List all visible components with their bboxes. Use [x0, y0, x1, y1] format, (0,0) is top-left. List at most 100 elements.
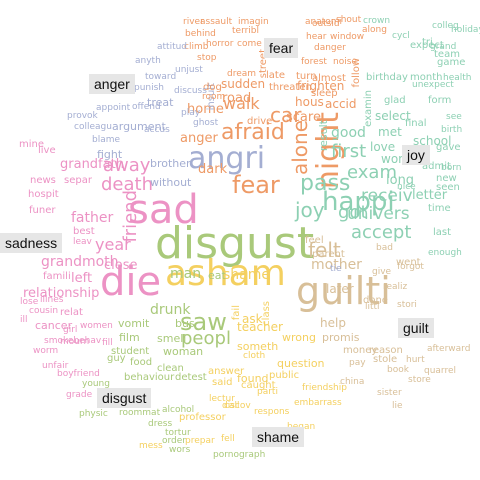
word-fail: fail	[231, 305, 242, 321]
word-fill: fill	[102, 338, 113, 348]
word-nice: nice	[397, 182, 416, 192]
word-dress: dress	[148, 419, 173, 429]
word-stori: stori	[397, 300, 417, 310]
word-glad: glad	[384, 95, 406, 106]
word-new: new	[436, 173, 457, 184]
word-gave: gave	[436, 142, 461, 153]
word-select: select	[375, 109, 411, 123]
word-wors: wors	[169, 445, 191, 455]
word-enough: enough	[428, 248, 462, 258]
word-holiday: holiday	[451, 25, 480, 35]
label-sadness: sadness	[0, 233, 63, 253]
word-quarrel: quarrel	[424, 366, 457, 376]
word-vomit: vomit	[118, 317, 150, 330]
word-worm: worm	[33, 346, 59, 356]
word-met: met	[378, 125, 402, 139]
word-smell: smell	[157, 332, 187, 345]
word-fell: fell	[221, 434, 235, 444]
word-girl: girl	[63, 325, 78, 335]
word-pornograph: pornograph	[213, 450, 266, 460]
word-happi: happi	[322, 187, 395, 217]
label-disgust: disgust	[97, 388, 152, 408]
word-drunk: drunk	[150, 302, 191, 318]
word-leav: leav	[73, 237, 92, 247]
word-cousin: cousin	[29, 306, 59, 316]
word-good: good	[331, 125, 366, 141]
word-help: help	[320, 316, 346, 330]
label-fear: fear	[264, 38, 299, 58]
word-crown: crown	[363, 16, 391, 26]
word-alcohol: alcohol	[162, 405, 195, 415]
word-said: said	[212, 377, 233, 388]
word-found: found	[237, 372, 269, 385]
word-unfair: unfair	[42, 361, 69, 371]
word-colleg: colleg	[432, 21, 459, 31]
word-sudden: sudden	[221, 77, 266, 91]
word-birthday: birthday	[366, 72, 408, 83]
word-guilti: guilti	[296, 269, 391, 313]
word-health: health	[443, 73, 472, 83]
word-treat: treat	[147, 96, 174, 109]
word-lectur: lectur	[209, 394, 235, 404]
word-tri: tri	[422, 37, 433, 48]
word-clean: clean	[157, 363, 184, 374]
word-close: close	[104, 258, 138, 273]
word-form: form	[428, 95, 452, 106]
word-food: food	[130, 357, 153, 368]
word-river: river	[183, 17, 204, 27]
word-cycl: cycl	[392, 31, 410, 41]
label-anger: anger	[89, 74, 135, 94]
word-die: die	[100, 259, 162, 305]
word-stop: stop	[197, 53, 217, 63]
word-offend: offend	[132, 102, 161, 112]
word-wrong: wrong	[282, 331, 316, 344]
word-grade: grade	[66, 390, 93, 400]
word-mother: mother	[311, 257, 362, 273]
word-team: team	[434, 49, 460, 60]
word-noise: noise	[333, 57, 357, 67]
word-late: late	[266, 70, 285, 81]
word-angri: angri	[188, 141, 266, 176]
word-young: young	[82, 379, 110, 389]
word-exam: exam	[347, 162, 397, 183]
word-year: year	[95, 235, 131, 254]
word-univers: univers	[347, 204, 410, 224]
word-behaviour: behaviour	[124, 372, 175, 383]
word-punish: punish	[134, 83, 165, 93]
label-shame: shame	[252, 427, 305, 447]
word-fight: fight	[97, 148, 123, 161]
word-hospit: hospit	[28, 189, 59, 200]
word-saw: saw	[180, 308, 227, 336]
word-done: done	[363, 295, 388, 306]
word-along: along	[362, 25, 387, 35]
word-admit: admit	[422, 161, 451, 172]
word-walk: walk	[223, 94, 260, 113]
word-unexpect: unexpect	[412, 80, 454, 90]
word-month: month	[410, 72, 443, 83]
word-friendship: friendship	[302, 383, 347, 393]
word-funer: funer	[29, 205, 56, 216]
word-discuss: discuss	[174, 86, 207, 96]
word-answer: answer	[208, 366, 245, 377]
word-eat: eat	[208, 269, 226, 282]
word-professor: professor	[179, 412, 226, 423]
word-smokebehav: smokebehav	[44, 336, 102, 346]
word-frighten: frighten	[297, 79, 345, 93]
word-discov: discov	[222, 401, 251, 411]
word-terribl: terribl	[232, 26, 260, 36]
word-mourn: mourn	[60, 337, 90, 347]
word-ask: ask	[242, 312, 263, 326]
word-anyth: anyth	[135, 56, 161, 66]
word-ghost: ghost	[193, 118, 219, 128]
word-accus: accus	[144, 125, 170, 135]
word-feel: feel	[305, 235, 324, 246]
word-car: car	[270, 103, 302, 127]
word-first: first	[331, 141, 367, 162]
word-fear: fear	[232, 171, 280, 199]
word-result: result	[317, 120, 330, 152]
word-window: window	[330, 32, 365, 42]
word-horror: horror	[206, 39, 234, 49]
word-argument: argument	[112, 120, 166, 133]
word-danger: danger	[314, 43, 346, 53]
